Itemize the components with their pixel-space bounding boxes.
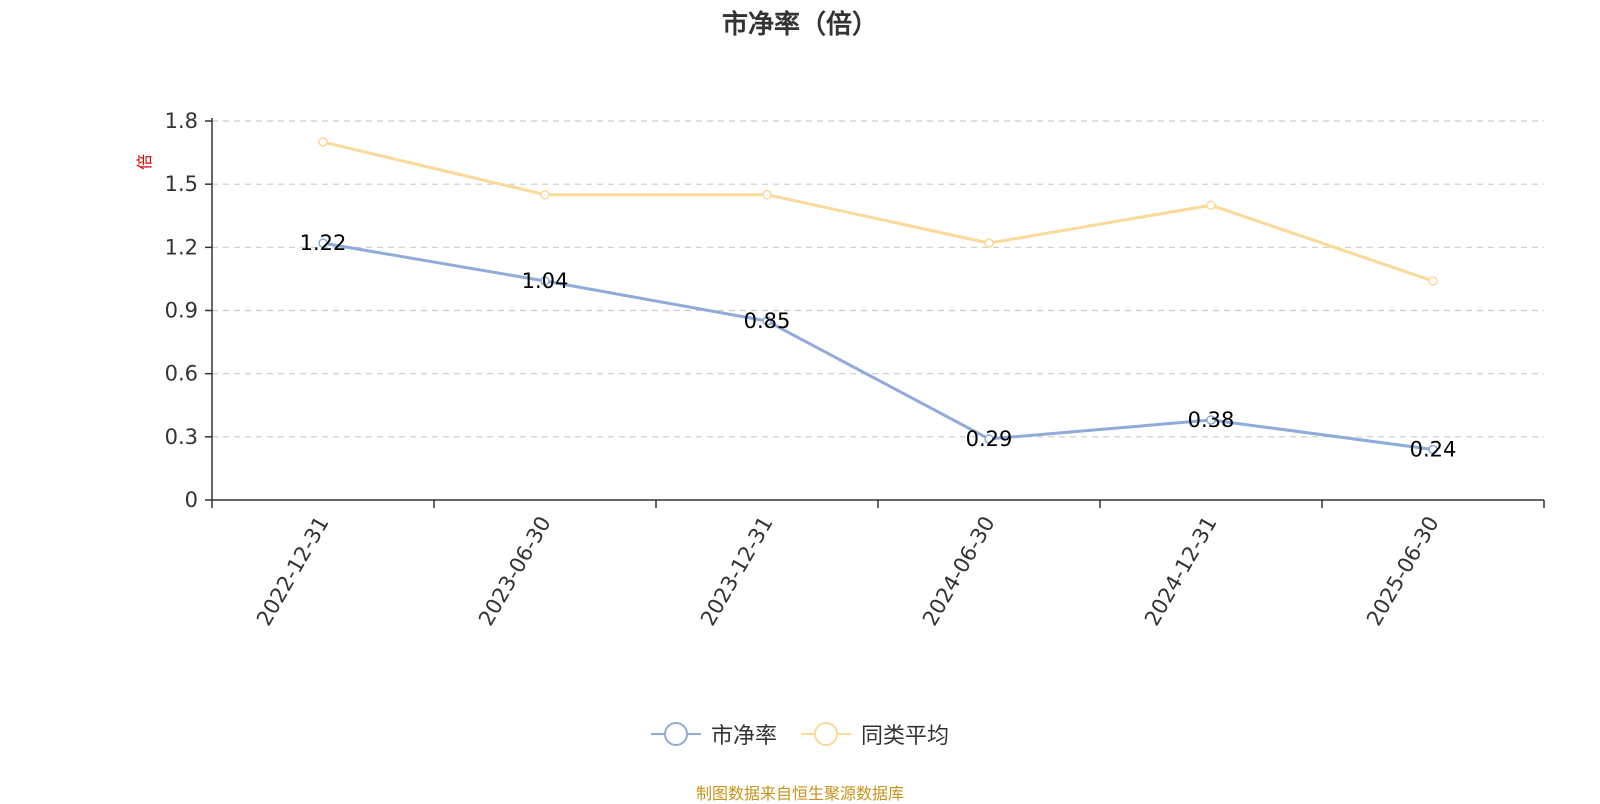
y-tick-label: 1.2	[165, 235, 198, 259]
source-note: 制图数据来自恒生聚源数据库	[695, 784, 904, 803]
series-line-pb	[321, 241, 1435, 451]
axes: 0 0.3 0.6 0.9 1.2 1.5 1.8 2022-12-31 2023-06-30 2…	[165, 109, 1545, 630]
legend-peer-line-icon	[801, 722, 851, 746]
grid-lines	[212, 120, 1544, 438]
data-labels: 1.22 1.04 0.85 0.29 0.38 0.24	[300, 231, 1457, 461]
series-layer	[318, 137, 1438, 455]
x-tick-label: 2024-12-31	[1140, 512, 1222, 630]
data-label-pb: 0.85	[744, 309, 791, 333]
data-point-pb[interactable]	[762, 316, 772, 326]
x-tick-label: 2024-06-30	[918, 512, 1000, 630]
data-label-pb: 0.38	[1188, 408, 1235, 432]
data-point-pb[interactable]	[984, 434, 994, 444]
x-tick-label: 2022-12-31	[252, 512, 334, 630]
data-point-pb[interactable]	[1428, 444, 1438, 455]
data-point-peer-average[interactable]	[762, 189, 772, 200]
data-label-pb: 1.04	[522, 269, 569, 293]
data-point-pb[interactable]	[318, 238, 328, 248]
legend-label-peer-average: 同类平均	[861, 724, 950, 749]
y-tick-label: 1.5	[165, 172, 198, 196]
legend-item-pb[interactable]: 市净率	[650, 718, 777, 750]
data-label-pb: 0.29	[966, 427, 1013, 451]
y-tick-label: 1.8	[165, 109, 198, 133]
series-line-peer-average	[321, 140, 1435, 283]
legend: 市净率 同类平均	[0, 718, 1600, 750]
data-point-peer-average[interactable]	[984, 238, 994, 248]
x-tick-label: 2025-06-30	[1362, 512, 1444, 630]
data-point-pb[interactable]	[1206, 415, 1216, 425]
data-point-peer-average[interactable]	[1206, 200, 1216, 210]
y-tick-label: 0.6	[165, 362, 198, 386]
data-label-pb: 1.22	[300, 231, 347, 255]
y-tick-label: 0.9	[165, 299, 198, 323]
chart-title: 市净率（倍）	[721, 10, 878, 40]
data-label-pb: 0.24	[1410, 437, 1457, 461]
data-point-peer-average[interactable]	[318, 137, 328, 147]
x-tick-label: 2023-06-30	[474, 512, 556, 630]
legend-item-peer-average[interactable]: 同类平均	[801, 718, 949, 750]
y-tick-label: 0.3	[165, 425, 198, 449]
y-tick-label: 0	[185, 488, 198, 512]
x-tick-label: 2023-12-31	[696, 512, 778, 630]
y-axis-unit-label: 倍	[135, 154, 154, 170]
legend-pb-line-icon	[650, 722, 701, 746]
data-point-peer-average[interactable]	[540, 189, 550, 200]
legend-label-pb: 市净率	[710, 724, 777, 749]
data-point-pb[interactable]	[540, 276, 550, 286]
data-point-peer-average[interactable]	[1428, 276, 1438, 286]
